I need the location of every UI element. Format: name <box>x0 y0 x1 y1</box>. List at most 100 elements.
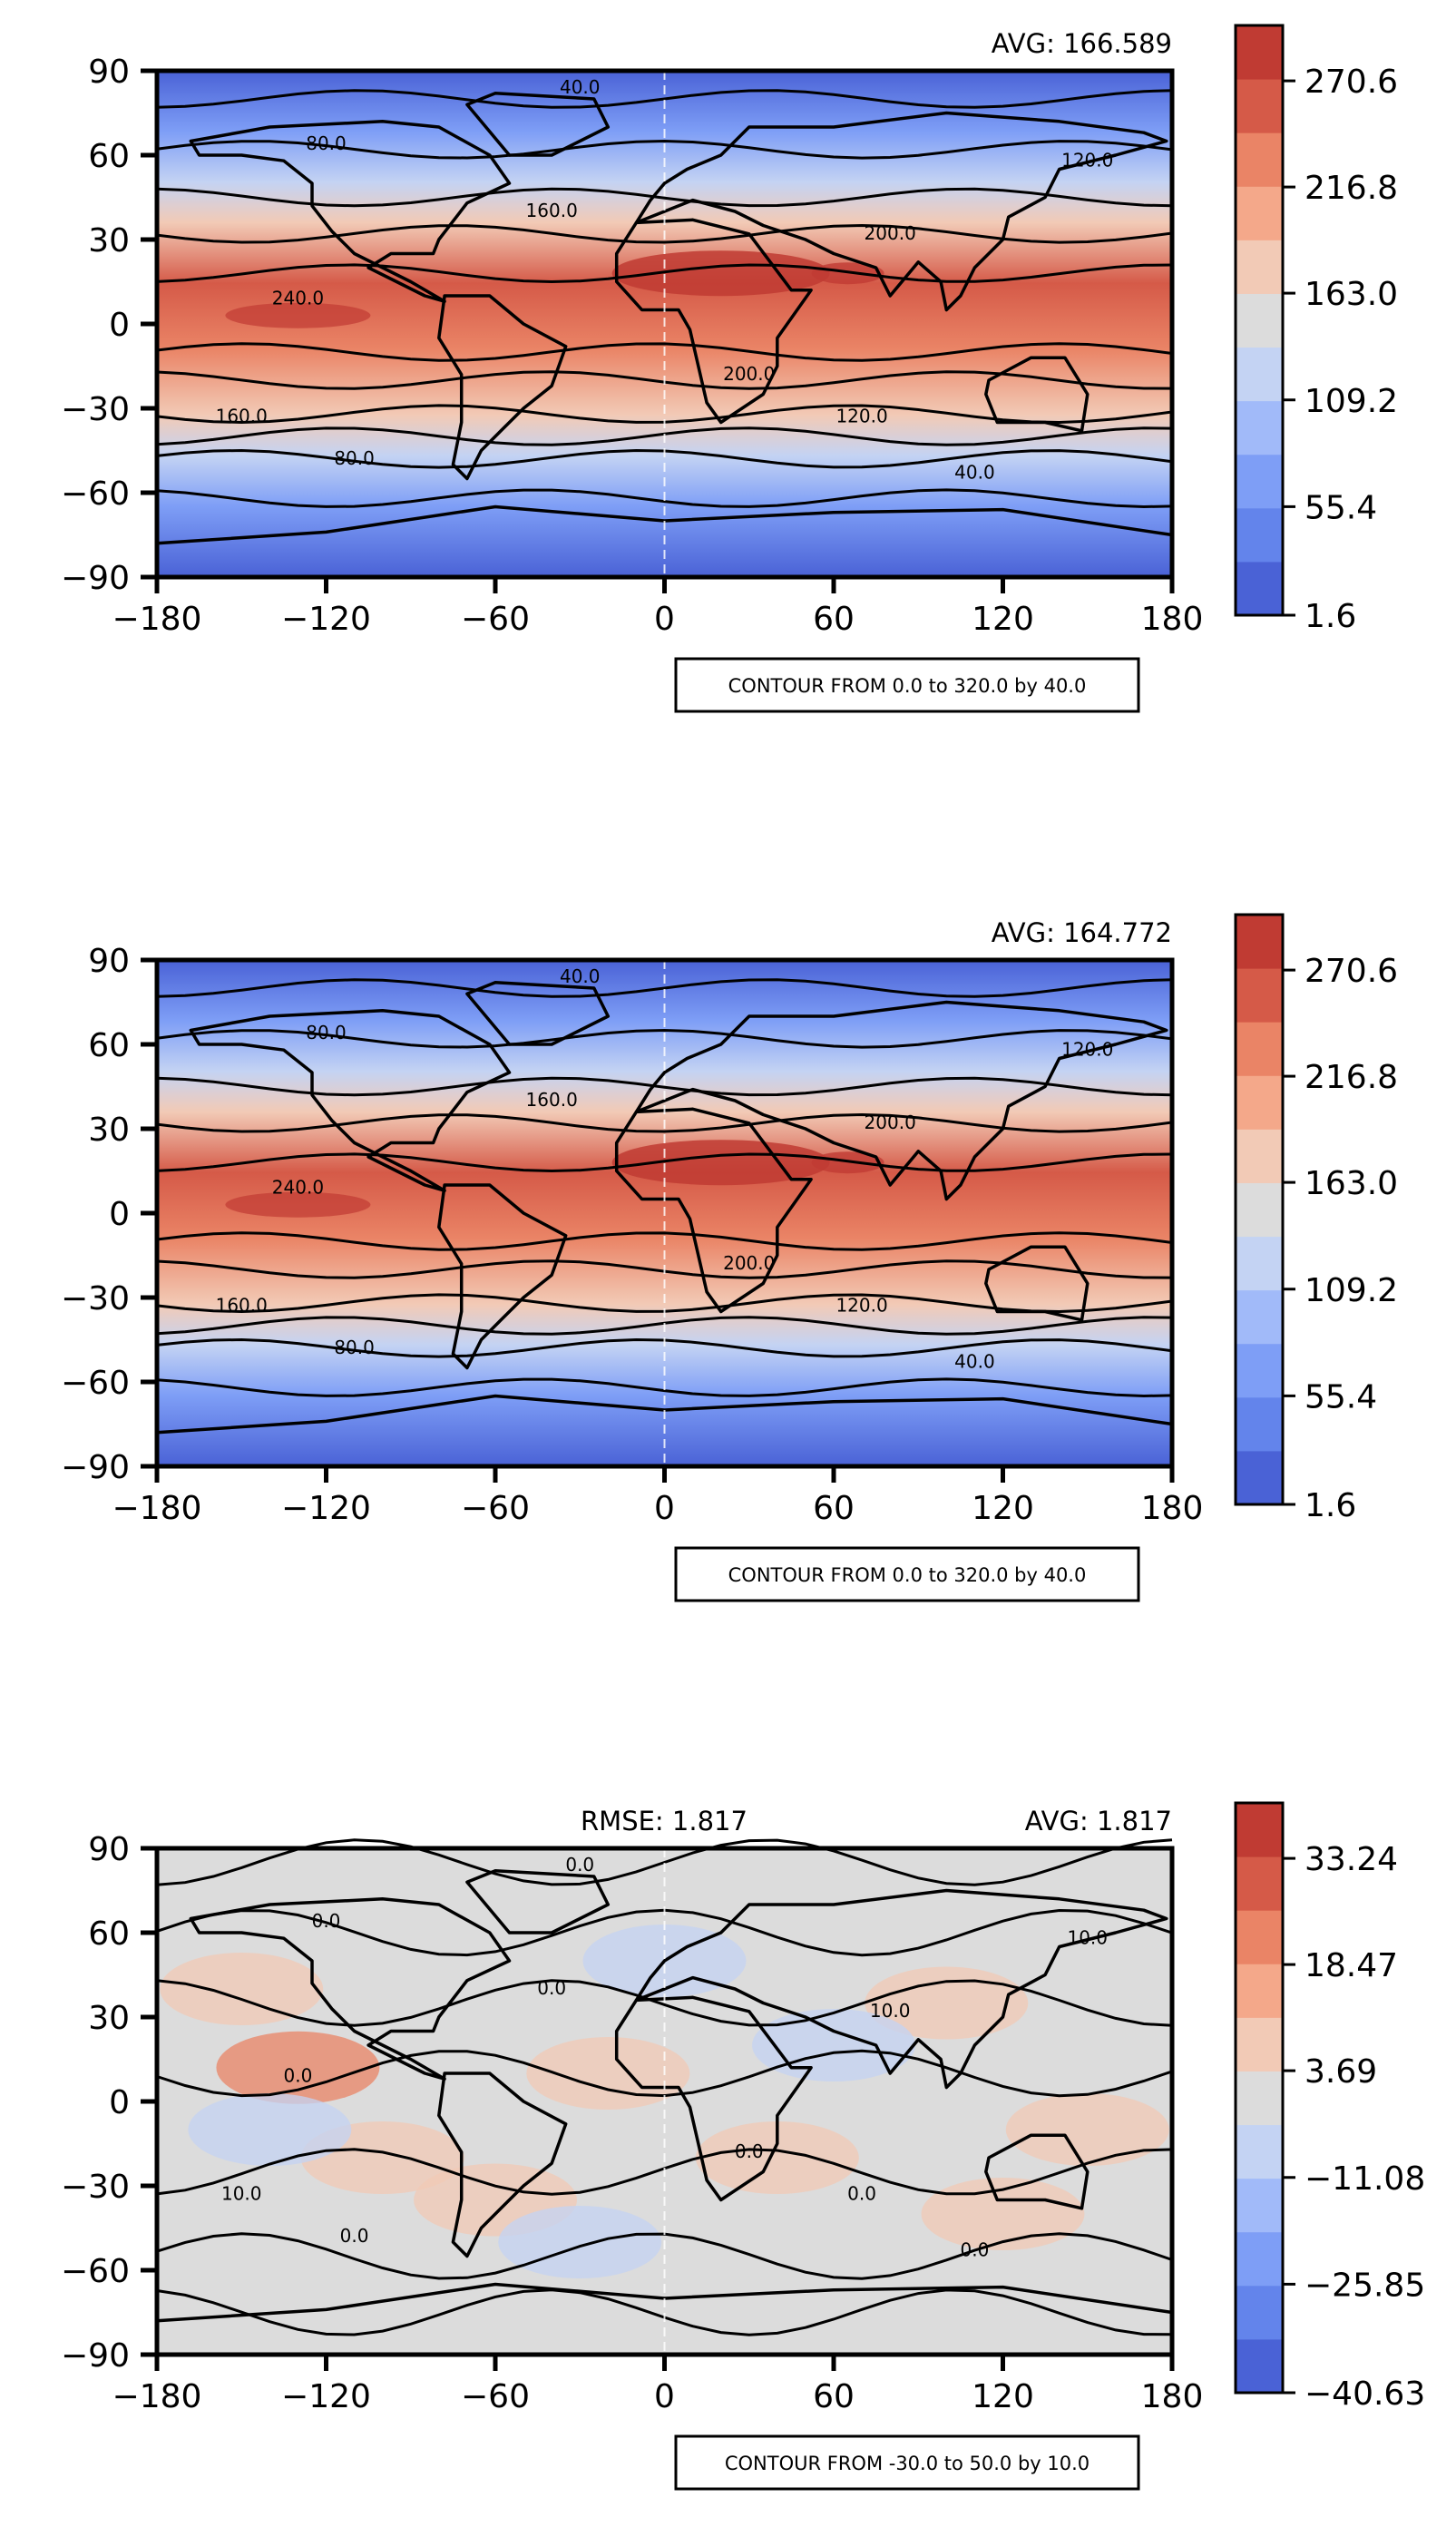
contour-line <box>156 139 1173 160</box>
colorbar-segment <box>1236 2231 1283 2287</box>
colorbar-tick-label: 163.0 <box>1305 276 1398 313</box>
coastline <box>189 1009 512 1192</box>
colorbar-segment <box>1236 1289 1283 1345</box>
x-tick-label: −180 <box>112 1490 202 1527</box>
colorbar-segment <box>1236 2178 1283 2233</box>
contour-info-box <box>674 657 1140 713</box>
colorbar-segment <box>1236 968 1283 1023</box>
contour-line <box>156 978 1173 998</box>
contour-info-text: CONTOUR FROM 0.0 to 320.0 by 40.0 <box>728 1564 1087 1586</box>
contour-label: 80.0 <box>334 447 375 469</box>
colorbar-segment <box>1236 400 1283 455</box>
colorbar-segment <box>1236 2017 1283 2072</box>
contour-lines: 0.00.010.00.010.00.00.010.0 0.00.00.0 <box>156 1838 1173 2336</box>
contour-label: 200.0 <box>723 363 775 385</box>
y-tick-label: −60 <box>61 1365 130 1402</box>
coastline <box>614 1995 813 2202</box>
colorbar-segment <box>1236 561 1283 616</box>
colorbar-frame <box>1234 1801 1285 2395</box>
colorbar-segment <box>1236 1856 1283 1911</box>
shading-blob <box>526 2037 690 2110</box>
contour-label: 0.0 <box>340 2225 369 2247</box>
shading-blob <box>921 2178 1085 2250</box>
contour-label: 80.0 <box>334 1337 375 1358</box>
contour-label: 0.0 <box>565 1854 594 1876</box>
contour-line <box>156 1076 1173 1097</box>
contour-label: 80.0 <box>306 132 347 154</box>
colorbar-tick-label: 1.6 <box>1305 598 1356 635</box>
colorbar-segment <box>1236 1236 1283 1291</box>
colorbar-frame <box>1234 913 1285 1506</box>
coastline <box>634 1000 1168 1201</box>
contour-line <box>156 263 1173 284</box>
coastline <box>437 294 568 481</box>
x-tick-label: −180 <box>112 2378 202 2415</box>
colorbar-tick-label: 109.2 <box>1305 383 1398 420</box>
colorbar-segment <box>1236 240 1283 294</box>
colorbar: 33.24 18.47 3.69 −11.08 −25.85 −40.63 <box>1234 1801 1425 2413</box>
colorbar-segment <box>1236 1803 1283 1857</box>
contour-label: 200.0 <box>865 1112 916 1133</box>
contour-label: 40.0 <box>560 76 601 98</box>
colorbar-segment <box>1236 2124 1283 2179</box>
avg-label: AVG: 164.772 <box>992 917 1172 948</box>
y-tick-label: 90 <box>88 1831 130 1868</box>
contour-label: 160.0 <box>216 1295 268 1317</box>
y-tick-label: −60 <box>61 475 130 513</box>
contour-line <box>156 1231 1173 1251</box>
colorbar-segment <box>1236 1396 1283 1452</box>
coastline <box>465 981 611 1046</box>
axes: −180 −120 −60 0 60 120 180 90 60 30 0 −30 −60 −90 <box>61 1831 1203 2415</box>
colorbar-segment <box>1236 293 1283 348</box>
coastline <box>984 2133 1090 2210</box>
y-tick-label: −90 <box>61 2337 130 2375</box>
coastline <box>465 92 611 157</box>
colorbar-segment <box>1236 1075 1283 1130</box>
x-tick-label: 0 <box>654 2378 675 2415</box>
y-tick-label: 30 <box>88 222 130 260</box>
y-tick-label: −60 <box>61 2253 130 2290</box>
y-tick-label: 90 <box>88 943 130 980</box>
coastline <box>614 1107 813 1314</box>
avg-label: AVG: 166.589 <box>992 28 1172 59</box>
x-tick-label: 180 <box>1141 1490 1204 1527</box>
contour-info-box <box>674 1546 1140 1602</box>
x-tick-label: 60 <box>813 601 855 638</box>
contour-line <box>156 89 1173 109</box>
shading-core <box>611 1140 830 1186</box>
contour-label: 120.0 <box>835 1295 887 1317</box>
contour-line <box>156 1838 1173 1886</box>
y-tick-label: −90 <box>61 1449 130 1486</box>
shading-blob <box>865 1966 1029 2040</box>
shading-blob <box>1005 2093 1169 2166</box>
contour-label: 0.0 <box>537 1977 566 1999</box>
colorbar-tick-label: 109.2 <box>1305 1272 1398 1309</box>
contour-line <box>156 342 1173 362</box>
colorbar-frame <box>1234 24 1285 617</box>
colorbar-segment <box>1236 1129 1283 1183</box>
colorbar-tick-label: 55.4 <box>1305 489 1377 526</box>
shading-blob <box>160 1953 324 2025</box>
y-tick-label: 60 <box>88 138 130 175</box>
shading-blob <box>695 2121 859 2194</box>
x-tick-label: −60 <box>461 601 530 638</box>
colorbar-segment <box>1236 186 1283 240</box>
colorbar-segment <box>1236 1450 1283 1505</box>
contour-line <box>156 488 1173 509</box>
colorbar-tick-label: 270.6 <box>1305 953 1398 990</box>
contour-label: 0.0 <box>735 2140 764 2162</box>
coastline <box>437 2072 568 2258</box>
panel-3: 0.00.010.00.010.00.00.010.0 0.00.00.0−180… <box>61 1801 1425 2491</box>
colorbar-segment <box>1236 2071 1283 2126</box>
colorbar-segment <box>1236 915 1283 969</box>
x-tick-label: 0 <box>654 601 675 638</box>
contour-label: 10.0 <box>870 2000 911 2022</box>
contour-label: 0.0 <box>847 2183 876 2205</box>
panel-2: 40.0 80.0 120.0 160.0 200.0 240.0 200.0 160.0 12… <box>61 913 1398 1602</box>
contour-line <box>156 1979 1173 2027</box>
x-tick-label: 120 <box>972 2378 1034 2415</box>
contour-label: 0.0 <box>961 2239 990 2261</box>
rmse-label: RMSE: 1.817 <box>581 1806 748 1836</box>
colorbar-tick-label: −11.08 <box>1305 2160 1425 2198</box>
coastline <box>984 1245 1090 1322</box>
